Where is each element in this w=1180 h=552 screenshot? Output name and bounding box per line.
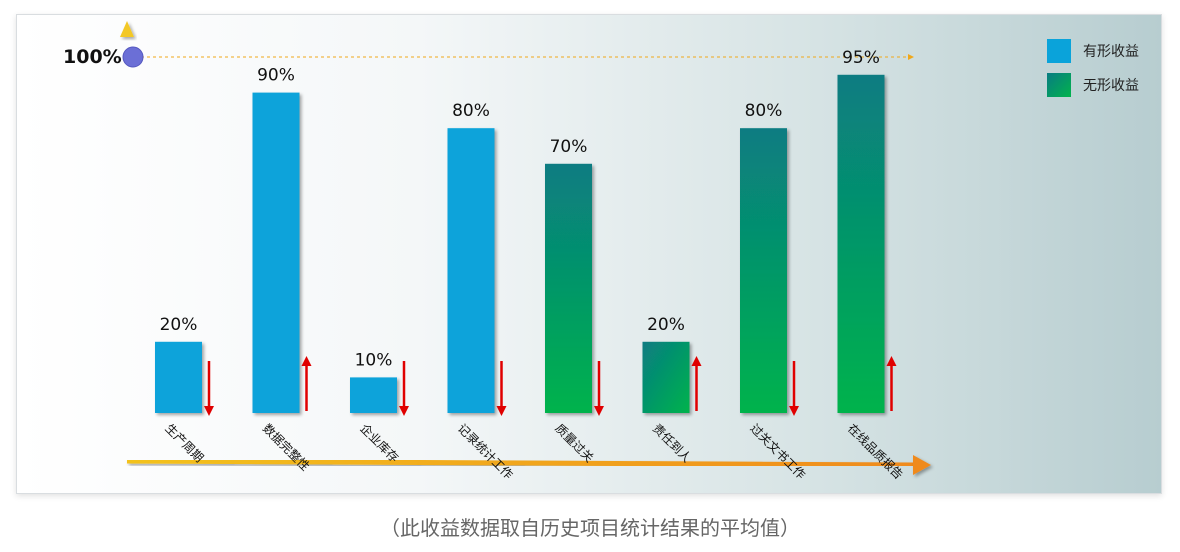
bar-4 [447,128,495,413]
legend-item-tangible: 有形收益 [1047,39,1139,63]
legend: 有形收益 无形收益 [1047,39,1139,107]
legend-item-intangible: 无形收益 [1047,73,1139,97]
category-label-7: 过关文书工作 [747,421,809,483]
bar-value-label-4: 80% [452,101,490,121]
category-label-1: 生产周期 [162,421,206,465]
caption: （此收益数据取自历史项目统计结果的平均值） [380,516,800,540]
bar-2 [252,92,300,413]
legend-label-tangible: 有形收益 [1083,44,1139,60]
category-label-6: 责任到人 [650,421,694,465]
bar-value-label-7: 80% [745,101,783,121]
legend-label-intangible: 无形收益 [1083,78,1139,94]
y-max-label: 100% [63,46,122,68]
bar-6 [642,341,690,413]
bar-8 [837,74,885,414]
bar-3 [350,377,397,413]
max-marker [122,46,144,68]
legend-swatch-tangible [1047,39,1071,63]
bar-chart: 100% 20% 生产周期 90% 数据完整性 10% 企业库存 80% 记录统计工作 70% 质… [63,21,931,482]
category-label-8: 在线品质报告 [845,421,907,483]
bar-value-label-8: 95% [842,48,880,68]
bar-value-label-3: 10% [355,350,393,370]
x-axis-arrowhead [913,455,931,475]
bar-7 [740,128,787,413]
bar-value-label-6: 20% [647,315,685,335]
bar-value-label-1: 20% [160,315,198,335]
bar-value-label-5: 70% [550,137,588,157]
category-label-3: 企业库存 [357,421,402,466]
bar-1 [155,341,202,413]
bars-group: 20% 生产周期 90% 数据完整性 10% 企业库存 80% 记录统计工作 70% 质量过关 20… [155,48,906,482]
bar-5 [545,163,592,413]
legend-swatch-intangible [1047,73,1071,97]
axes: 100% [63,21,931,475]
category-label-2: 数据完整性 [260,421,313,474]
category-label-5: 质量过关 [552,421,596,465]
y-axis-arrowhead [120,21,134,37]
bar-value-label-2: 90% [257,66,295,86]
chart-panel: 100% 20% 生产周期 90% 数据完整性 10% 企业库存 80% 记录统计工作 70% 质… [16,14,1162,494]
category-label-4: 记录统计工作 [455,421,516,482]
x-axis [126,458,916,468]
